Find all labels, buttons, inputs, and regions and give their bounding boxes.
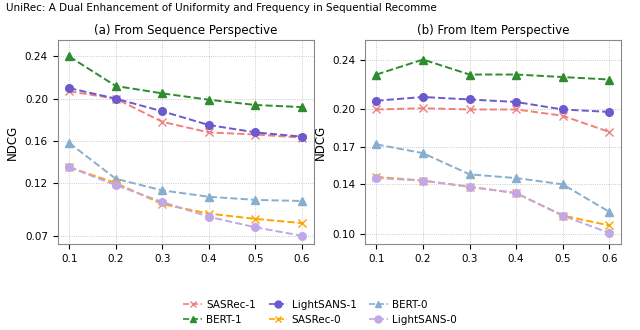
Legend: SASRec-1, BERT-1, LightSANS-1, SASRec-0, BERT-0, LightSANS-0: SASRec-1, BERT-1, LightSANS-1, SASRec-0,… — [184, 300, 456, 325]
Y-axis label: NDCG: NDCG — [314, 124, 326, 159]
Y-axis label: NDCG: NDCG — [6, 124, 19, 159]
Title: (b) From Item Perspective: (b) From Item Perspective — [417, 24, 569, 37]
Title: (a) From Sequence Perspective: (a) From Sequence Perspective — [94, 24, 277, 37]
Text: UniRec: A Dual Enhancement of Uniformity and Frequency in Sequential Recomme: UniRec: A Dual Enhancement of Uniformity… — [6, 3, 437, 13]
